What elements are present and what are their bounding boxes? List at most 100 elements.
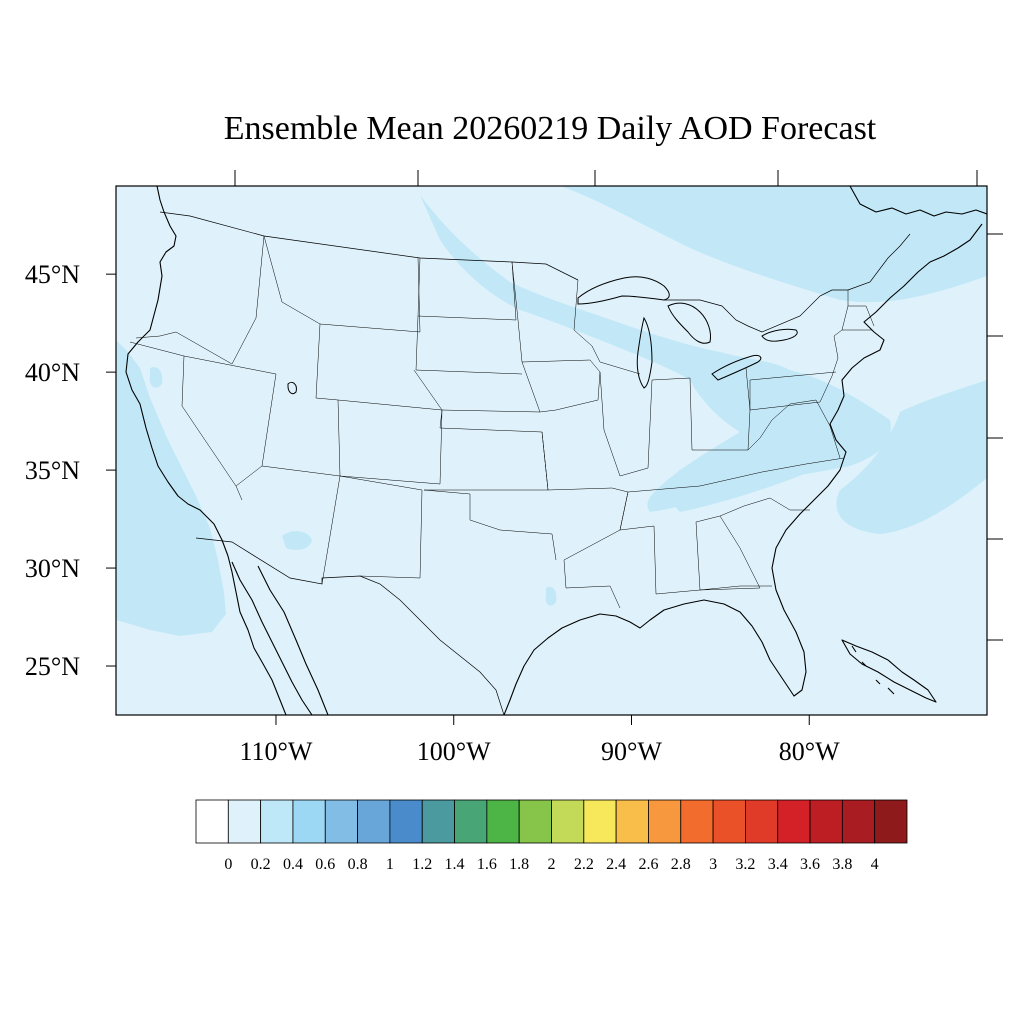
ky-tn — [627, 457, 845, 493]
aod-spot-southwest — [282, 531, 312, 550]
coastlines — [125, 186, 987, 715]
map-frame — [115, 185, 988, 716]
colorbar-label: 0.4 — [283, 856, 303, 873]
colorbar-swatch — [357, 799, 391, 844]
coastline-baja-west — [227, 555, 287, 715]
tn-ms-al-ga — [619, 491, 761, 595]
state-borders — [129, 235, 875, 609]
coastline-canada-east — [849, 186, 987, 217]
colorbar-label: 3.2 — [735, 856, 755, 873]
aod-plume-midwest — [420, 195, 891, 512]
colorbar-label: 3.8 — [832, 856, 852, 873]
lat-label: 35°N — [25, 456, 80, 485]
colorbar-swatch — [454, 799, 488, 844]
lat-label: 45°N — [25, 260, 80, 289]
aod-spot-nevada — [149, 366, 163, 388]
us-mexico-border — [195, 537, 505, 715]
lake-erie — [711, 355, 762, 381]
colorbar-label: 2 — [548, 856, 556, 873]
colorbar-swatch — [583, 799, 617, 844]
wa-id — [231, 235, 265, 365]
lat-label: 25°N — [25, 652, 80, 681]
lake-huron — [667, 302, 711, 344]
map-panel — [116, 186, 987, 715]
aod-plume-pacific — [116, 340, 226, 636]
lat-label: 30°N — [25, 554, 80, 583]
colorbar-swatch — [648, 799, 682, 844]
il-in-oh — [599, 367, 751, 477]
colorbar-swatch — [324, 799, 358, 844]
cuba — [841, 639, 937, 703]
colorbar-swatch — [712, 799, 746, 844]
ne-ks-ok — [413, 369, 549, 491]
colorbar-swatch — [260, 799, 294, 844]
colorbar-label: 2.6 — [638, 856, 658, 873]
colorbar-swatch — [745, 799, 779, 844]
aod-spot-louisiana — [545, 586, 557, 606]
colorbar-swatch — [809, 799, 843, 844]
aod-plume-appalachian — [660, 437, 835, 512]
colorbar-swatch — [874, 799, 908, 844]
colorbar-swatch — [389, 799, 423, 844]
colorbar-swatch — [486, 799, 520, 844]
colorbar-swatch — [841, 799, 876, 844]
lake-michigan — [636, 316, 653, 389]
colorbar-label: 2.4 — [606, 856, 626, 873]
ca-nv — [181, 355, 243, 501]
colorbar-swatch — [777, 799, 811, 844]
colorbar-label: 3.6 — [800, 856, 820, 873]
new-england — [833, 290, 875, 337]
wa-or — [135, 331, 233, 365]
colorbar-swatch — [421, 799, 455, 844]
colorbar-label: 2.2 — [574, 856, 594, 873]
colorbar-label: 1 — [386, 856, 394, 873]
colorbar-label: 1.6 — [477, 856, 497, 873]
colorbar-swatch — [551, 799, 585, 844]
colorbar-label: 2.8 — [671, 856, 691, 873]
aod-elevated-regions — [116, 186, 987, 636]
colorbar-swatch — [680, 799, 714, 844]
colorbar-swatch — [615, 799, 649, 844]
az-nm — [321, 475, 341, 585]
colorbar-label: 1.2 — [412, 856, 432, 873]
colorbar: 0 0.2 0.4 0.6 0.8 1 1.2 1.4 1.6 1.8 2 2.2 2.4 2.6 2.8 3… — [195, 799, 908, 873]
lon-label: 80°W — [779, 737, 840, 766]
colorbar-label: 0.8 — [348, 856, 368, 873]
map-title: Ensemble Mean 20260219 Daily AOD Forecas… — [223, 110, 877, 147]
colorbar-label: 0.6 — [315, 856, 335, 873]
great-lakes — [287, 276, 798, 395]
coastline-mexico-west — [257, 565, 329, 715]
colorbar-swatch — [195, 799, 229, 844]
lon-label: 90°W — [601, 737, 662, 766]
map-axes: 45°N 40°N 35°N 30°N 25°N 110°W 100°W 90°W 80°W — [25, 170, 1003, 766]
coastline-west — [125, 186, 229, 557]
ok-tx — [423, 489, 557, 561]
lake-superior — [577, 276, 670, 305]
coastline-gulf — [503, 223, 983, 715]
lon-label: 100°W — [417, 737, 491, 766]
bahamas — [851, 645, 895, 695]
colorbar-label: 1.8 — [509, 856, 529, 873]
aod-plume-northern — [416, 186, 987, 534]
lake-ontario — [761, 328, 798, 342]
pa-ny — [749, 335, 839, 411]
colorbar-label: 0 — [224, 856, 232, 873]
colorbar-label: 4 — [871, 856, 879, 873]
lon-label: 110°W — [239, 737, 312, 766]
ut-co — [337, 399, 443, 485]
coastline-baja-east — [231, 561, 313, 715]
colorbar-swatch — [518, 799, 552, 844]
colorbar-swatch — [292, 799, 326, 844]
nm-tx — [339, 475, 423, 579]
va-wv — [747, 399, 841, 459]
colorbar-swatch — [227, 799, 262, 844]
colorbar-label: 3 — [709, 856, 717, 873]
colorbar-label: 3.4 — [768, 856, 788, 873]
sc-nc — [719, 497, 810, 517]
great-salt-lake — [287, 381, 297, 395]
mt-nd-sd — [415, 257, 523, 375]
colorbar-label: 1.4 — [445, 856, 465, 873]
colorbar-label: 0.2 — [251, 856, 271, 873]
lat-label: 40°N — [25, 358, 80, 387]
